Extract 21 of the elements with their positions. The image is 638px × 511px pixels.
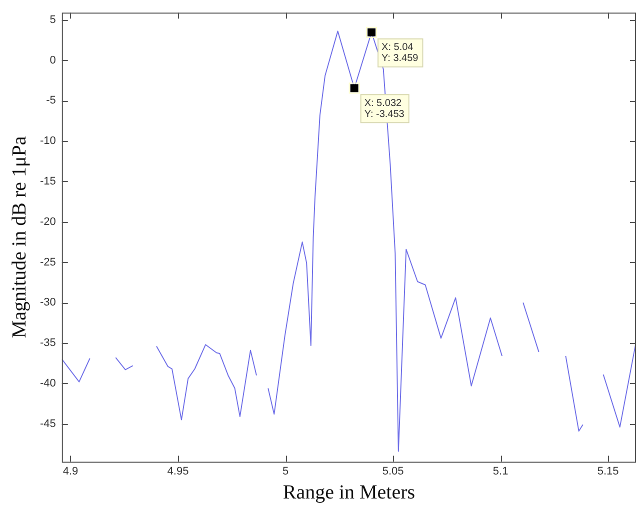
y-tick-label: -25 [40, 256, 56, 268]
y-tick-label: 5 [50, 14, 56, 26]
y-tick-label: -15 [40, 175, 56, 188]
y-tick-label: -10 [40, 135, 56, 148]
annotation: X: 5.04 Y: 3.459 [382, 42, 419, 64]
x-tick-label: 5.1 [492, 465, 508, 478]
y-tick-label: -40 [40, 377, 56, 390]
x-tick-label: 4.9 [62, 465, 78, 478]
x-tick-label: 5.05 [382, 465, 404, 478]
x-tick-label: 5.15 [597, 465, 619, 478]
y-tick-label: -35 [40, 337, 56, 350]
annotation: X: 5.032 Y: -3.453 [364, 98, 405, 120]
y-tick-label: 0 [50, 54, 56, 66]
x-axis-title: Range in Meters [282, 481, 416, 504]
y-tick-label: -20 [40, 216, 56, 228]
y-tick-label: -30 [40, 296, 56, 309]
y-tick-label: -5 [46, 94, 56, 107]
x-tick-label: 4.95 [167, 465, 189, 478]
x-tick-label: 5 [282, 465, 289, 478]
y-tick-label: -45 [40, 418, 56, 430]
y-axis-title: Magnitude in dB re 1μPa [8, 136, 30, 338]
